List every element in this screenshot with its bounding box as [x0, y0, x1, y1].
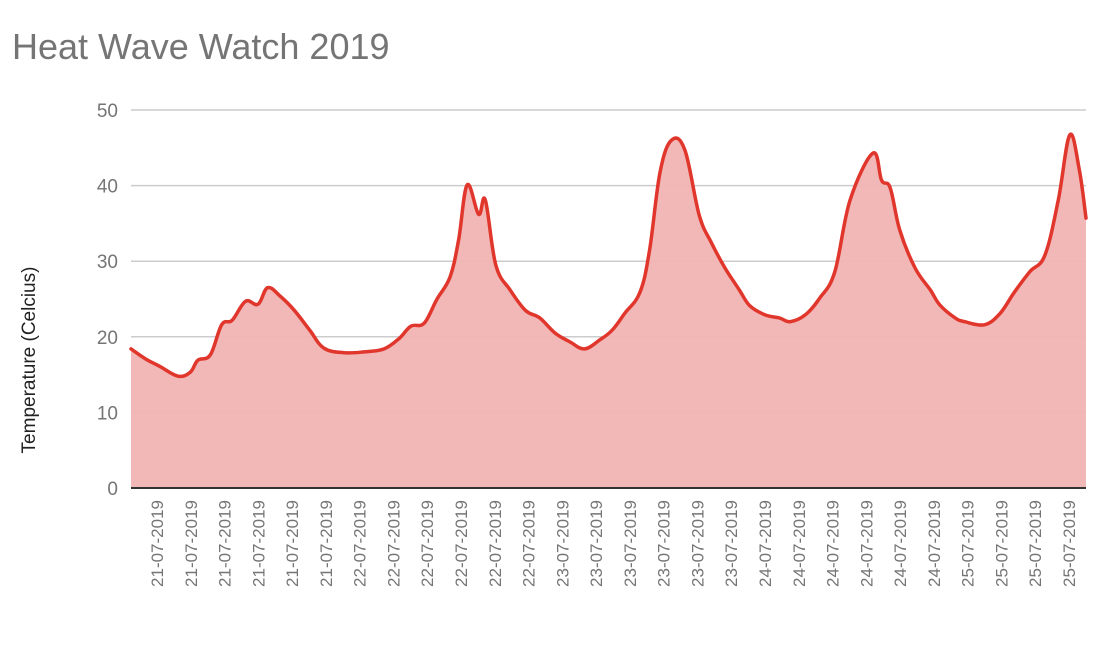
x-tick-label: 22-07-2019 — [418, 500, 437, 587]
temperature-area-fill — [131, 134, 1086, 488]
x-axis-ticks: 21-07-2019 21-07-2019 21-07-2019 21-07-2019… — [148, 500, 1079, 587]
x-tick-label: 23-07-2019 — [655, 500, 674, 587]
x-tick-label: 22-07-2019 — [452, 500, 471, 587]
x-tick-label: 23-07-2019 — [688, 500, 707, 587]
x-tick-label: 25-07-2019 — [1026, 500, 1045, 587]
x-tick-label: 24-07-2019 — [756, 500, 775, 587]
x-tick-label: 25-07-2019 — [992, 500, 1011, 587]
x-tick-label: 21-07-2019 — [249, 500, 268, 587]
y-axis-ticks: 0 10 20 30 40 50 — [97, 101, 118, 500]
x-tick-label: 22-07-2019 — [351, 500, 370, 587]
x-tick-label: 21-07-2019 — [317, 500, 336, 587]
x-tick-label: 24-07-2019 — [857, 500, 876, 587]
x-tick-label: 24-07-2019 — [824, 500, 843, 587]
x-tick-label: 24-07-2019 — [925, 500, 944, 587]
y-tick-label: 50 — [97, 101, 118, 122]
y-tick-label: 40 — [97, 177, 118, 198]
x-tick-label: 21-07-2019 — [182, 500, 201, 587]
x-tick-label: 24-07-2019 — [790, 500, 809, 587]
x-tick-label: 22-07-2019 — [520, 500, 539, 587]
x-tick-label: 23-07-2019 — [553, 500, 572, 587]
x-tick-label: 23-07-2019 — [722, 500, 741, 587]
x-tick-label: 23-07-2019 — [621, 500, 640, 587]
x-tick-label: 21-07-2019 — [216, 500, 235, 587]
x-tick-label: 25-07-2019 — [959, 500, 978, 587]
x-tick-label: 23-07-2019 — [587, 500, 606, 587]
y-tick-label: 20 — [97, 328, 118, 349]
temperature-line — [129, 132, 1088, 379]
y-tick-label: 0 — [107, 479, 118, 500]
x-tick-label: 21-07-2019 — [148, 500, 167, 587]
x-tick-label: 24-07-2019 — [891, 500, 910, 587]
x-tick-label: 21-07-2019 — [283, 500, 302, 587]
x-tick-label: 22-07-2019 — [486, 500, 505, 587]
x-tick-label: 25-07-2019 — [1060, 500, 1079, 587]
chart-title: Heat Wave Watch 2019 — [12, 26, 390, 67]
x-tick-label: 22-07-2019 — [384, 500, 403, 587]
y-tick-label: 10 — [97, 403, 118, 424]
y-tick-label: 30 — [97, 252, 118, 273]
